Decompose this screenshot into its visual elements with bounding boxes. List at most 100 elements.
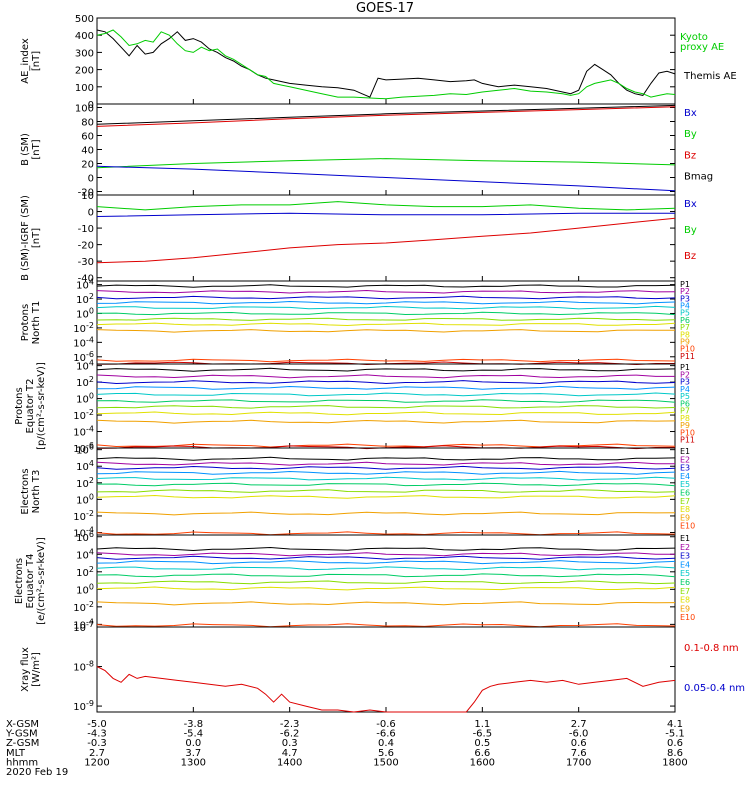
legend-p_equator-7: P7 — [680, 407, 690, 416]
ytick-label-bsm-0: -20 — [78, 188, 94, 199]
legend-e_equator-8: E8 — [680, 596, 690, 605]
legend-p_equator-11: P11 — [680, 436, 695, 445]
legend-p_north-11: P11 — [680, 352, 695, 361]
ytick-label-p_north-4: 102 — [76, 292, 94, 306]
legend-p_equator-8: P8 — [680, 414, 690, 423]
channel-line-e_north-7 — [96, 489, 676, 493]
ytick-label-xray-1: 10-8 — [73, 660, 94, 674]
legend-p_equator-10: P10 — [680, 428, 695, 437]
legend-p_equator-4: P4 — [680, 385, 690, 394]
xaxis-value-3-5: 0.5 — [474, 738, 490, 749]
ytick-label-xray-0: 10-9 — [73, 699, 94, 713]
series-line-bigrf-1 — [96, 212, 675, 217]
legend-p_equator-6: P6 — [680, 399, 690, 408]
xaxis-row-label-3: Z-GSM — [6, 738, 39, 749]
xaxis-value-2-3: -6.2 — [280, 729, 300, 740]
ytick-label-bigrf-1: -30 — [78, 257, 94, 268]
channel-line-p_equator-6 — [96, 399, 676, 403]
xaxis-value-5-3: 1400 — [277, 757, 302, 768]
legend-p_equator-2: P2 — [680, 370, 690, 379]
xaxis-row-label-5: hhmm — [6, 757, 38, 768]
ytick-label-p_north-2: 10-2 — [73, 321, 94, 335]
ytick-label-ae-1: 100 — [75, 83, 94, 94]
xaxis-value-1-3: -2.3 — [280, 719, 300, 730]
channel-line-e_north-6 — [96, 482, 676, 487]
panel-frame-xray — [96, 626, 676, 713]
legend-e_north-10: E10 — [680, 522, 695, 531]
ytick-label-e_north-4: 104 — [76, 459, 94, 473]
xaxis-value-3-1: -0.3 — [87, 738, 107, 749]
ytick-label-bsm-3: 40 — [81, 146, 94, 157]
ytick-label-bigrf-3: -10 — [78, 224, 94, 235]
xaxis-value-3-3: 0.3 — [282, 738, 298, 749]
legend-p_north-3: P3 — [680, 294, 690, 303]
ylabel-p_equator-2: Equator T2 — [25, 379, 36, 434]
series-line-bigrf-0 — [96, 201, 676, 211]
ylabel-xray-1: Xray flux — [20, 647, 31, 692]
legend-e_equator-2: E2 — [680, 543, 690, 552]
ytick-label-e_equator-3: 102 — [76, 565, 94, 579]
ytick-label-e_north-2: 100 — [76, 492, 94, 506]
legend-e_north-4: E4 — [680, 472, 690, 481]
channel-line-p_north-10 — [96, 358, 676, 363]
legend-e_equator-9: E9 — [680, 604, 690, 613]
series-line-bsm-1 — [96, 106, 676, 127]
xaxis-value-1-6: 2.7 — [571, 719, 587, 730]
xaxis-value-1-5: 1.1 — [474, 719, 490, 730]
ylabel-e_north-1: Electrons — [20, 468, 31, 514]
legend-p_equator-9: P9 — [680, 421, 690, 430]
channel-line-p_equator-5 — [96, 392, 676, 397]
xaxis-value-2-2: -5.4 — [184, 729, 204, 740]
channel-line-e_north-10 — [96, 531, 676, 536]
legend-bsm-1: Bx — [684, 108, 697, 119]
ytick-label-bigrf-4: 0 — [88, 208, 94, 219]
channel-line-p_north-7 — [96, 317, 676, 321]
legend-xray-1: 0.1-0.8 nm — [684, 643, 739, 654]
channel-line-p_equator-7 — [96, 405, 676, 409]
ytick-label-p_equator-1: 10-4 — [73, 425, 94, 439]
legend-p_equator-1: P1 — [680, 363, 690, 372]
ytick-label-p_north-0: 10-6 — [73, 350, 94, 364]
channel-line-p_equator-1 — [96, 367, 676, 372]
ytick-label-ae-2: 200 — [75, 66, 94, 77]
legend-e_north-7: E7 — [680, 497, 690, 506]
legend-p_north-7: P7 — [680, 323, 690, 332]
legend-e_north-9: E9 — [680, 513, 690, 522]
series-line-bsm-0 — [96, 104, 676, 125]
series-line-bsm-3 — [96, 165, 676, 192]
ytick-label-ae-5: 500 — [75, 14, 94, 25]
ylabel-p_equator-3: [p/(cm²-s-sr-keV)] — [36, 362, 47, 450]
legend-bsm-4: Bmag — [684, 171, 713, 182]
channel-line-e_equator-3 — [96, 555, 676, 560]
ylabel-ae-2: [nT] — [31, 51, 42, 71]
xaxis-row-label-2: Y-GSM — [5, 729, 38, 740]
ytick-label-e_equator-1: 10-2 — [73, 600, 94, 614]
xaxis-value-5-4: 1500 — [373, 757, 398, 768]
ylabel-p_north-2: North T1 — [31, 301, 42, 345]
legend-e_equator-5: E5 — [680, 569, 690, 578]
ytick-label-bigrf-5: 10 — [81, 191, 94, 202]
ylabel-e_north-2: North T3 — [31, 470, 42, 514]
legend-e_north-8: E8 — [680, 505, 690, 514]
legend-e_north-3: E3 — [680, 464, 690, 473]
xaxis-value-4-7: 8.6 — [667, 748, 683, 759]
xaxis-value-4-1: 2.7 — [89, 748, 105, 759]
xaxis-value-4-2: 3.7 — [185, 748, 201, 759]
legend-p_north-5: P5 — [680, 309, 690, 318]
ytick-label-bsm-5: 80 — [81, 118, 94, 129]
ylabel-e_equator-3: [e/(cm²-s-sr-keV)] — [36, 537, 47, 625]
legend-e_north-6: E6 — [680, 489, 690, 498]
legend-bigrf-1: Bx — [684, 199, 697, 210]
ytick-label-e_north-5: 106 — [76, 443, 94, 457]
channel-line-p_equator-4 — [96, 385, 676, 390]
ytick-label-bsm-4: 60 — [81, 132, 94, 143]
legend-bsm-3: Bz — [684, 150, 696, 161]
ylabel-xray-2: [W/m²] — [31, 652, 42, 687]
channel-line-p_north-3 — [96, 295, 676, 300]
ytick-label-bsm-1: 0 — [88, 174, 94, 185]
channel-line-e_north-2 — [96, 461, 675, 466]
ylabel-e_equator-2: Equator T4 — [25, 554, 36, 609]
legend-p_north-2: P2 — [680, 287, 690, 296]
